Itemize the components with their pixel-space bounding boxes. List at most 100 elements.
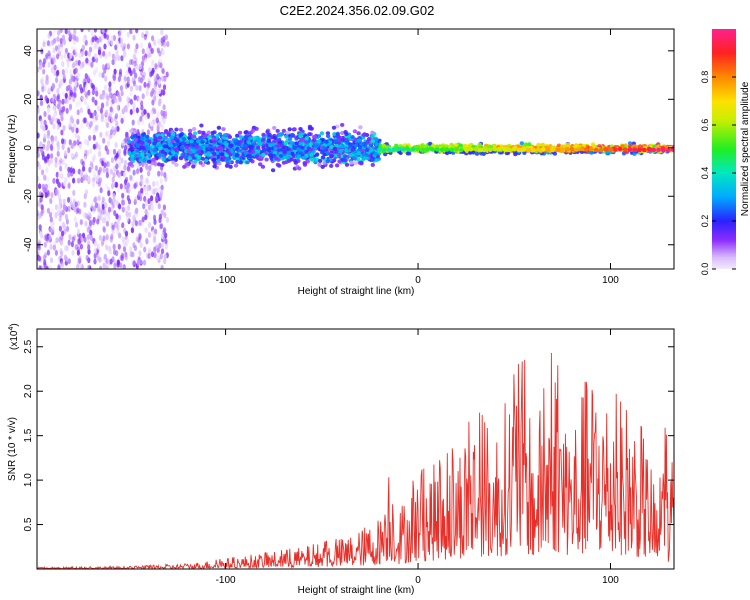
heatmap-cell xyxy=(147,48,151,55)
heatmap-cell xyxy=(38,224,42,231)
heatmap-cell xyxy=(77,240,81,247)
heatmap-cell xyxy=(126,187,130,193)
heatmap-cell xyxy=(370,130,375,135)
heatmap-cell xyxy=(45,53,49,59)
heatmap-cell xyxy=(121,222,125,229)
heatmap-cell xyxy=(153,39,157,46)
heatmap-cell xyxy=(147,204,152,211)
heatmap-cell xyxy=(64,164,68,171)
heatmap-cell xyxy=(128,211,132,218)
heatmap-cell xyxy=(54,135,58,142)
heatmap-cell xyxy=(332,146,338,151)
heatmap-cell xyxy=(144,208,148,215)
heatmap-cell xyxy=(89,229,93,236)
heatmap-cell xyxy=(115,200,119,206)
heatmap-cell xyxy=(139,136,145,141)
heatmap-cell xyxy=(391,147,397,152)
heatmap-cell xyxy=(45,167,49,173)
heatmap-cell xyxy=(53,70,57,77)
heatmap-cell xyxy=(57,29,61,36)
heatmap-cell xyxy=(61,61,65,67)
heatmap-cell xyxy=(69,34,73,41)
heatmap-cell xyxy=(80,29,84,33)
heatmap-cell xyxy=(166,41,170,48)
heatmap-cell xyxy=(140,152,145,157)
heatmap-cell xyxy=(140,104,144,111)
heatmap-cell xyxy=(72,62,76,69)
heatmap-cell xyxy=(247,154,252,159)
heatmap-cell xyxy=(139,77,143,84)
heatmap-cell xyxy=(151,157,156,162)
heatmap-cell xyxy=(143,34,147,40)
heatmap-cell xyxy=(146,139,152,144)
heatmap-cell xyxy=(282,149,287,154)
heatmap-cell xyxy=(133,199,137,205)
heatmap-cell xyxy=(298,141,303,146)
heatmap-cell xyxy=(77,177,81,184)
heatmap-cell xyxy=(114,142,118,148)
heatmap-cell xyxy=(116,218,120,225)
heatmap-cell xyxy=(132,80,136,87)
heatmap-cell xyxy=(37,244,41,251)
heatmap-cell xyxy=(67,258,71,265)
heatmap-cell xyxy=(245,160,250,165)
heatmap-cell xyxy=(96,243,100,250)
heatmap-cell xyxy=(343,158,348,163)
heatmap-cell xyxy=(153,84,157,91)
heatmap-cell xyxy=(106,148,110,155)
heatmap-cell xyxy=(157,59,161,66)
heatmap-cell xyxy=(141,32,145,39)
heatmap-cell xyxy=(212,164,217,169)
heatmap-cell xyxy=(147,170,151,177)
heatmap-cell xyxy=(147,231,152,238)
heatmap-cell xyxy=(73,153,77,160)
heatmap-cell xyxy=(656,147,661,152)
heatmap-cell xyxy=(110,35,114,41)
heatmap-cell xyxy=(57,118,61,125)
heatmap-cell xyxy=(218,139,223,144)
heatmap-cell xyxy=(93,110,97,116)
y-tick-label: 1.5 xyxy=(23,428,34,442)
heatmap-cell xyxy=(113,249,117,256)
heatmap-cell xyxy=(143,109,147,116)
heatmap-cell xyxy=(119,37,123,44)
heatmap-cell xyxy=(287,137,293,142)
heatmap-cell xyxy=(294,141,299,146)
heatmap-cell xyxy=(81,86,86,93)
heatmap-cell xyxy=(124,254,128,261)
heatmap-cell xyxy=(511,147,517,152)
heatmap-cell xyxy=(110,233,114,240)
heatmap-cell xyxy=(94,40,98,47)
heatmap-cell xyxy=(94,36,98,42)
heatmap-cell xyxy=(87,264,91,269)
heatmap-cell xyxy=(296,147,301,152)
heatmap-cell xyxy=(123,150,127,157)
heatmap-cell xyxy=(256,138,262,143)
heatmap-cell xyxy=(353,143,359,148)
heatmap-cell xyxy=(142,259,147,266)
heatmap-cell xyxy=(150,188,154,195)
y-tick-label: 20 xyxy=(23,93,34,105)
heatmap-cell xyxy=(109,129,113,136)
heatmap-cell xyxy=(102,166,106,173)
heatmap-cell xyxy=(107,215,111,222)
heatmap-cell xyxy=(164,232,168,239)
heatmap-cell xyxy=(48,265,52,269)
heatmap-cell xyxy=(222,133,228,138)
heatmap-cell xyxy=(141,110,145,117)
heatmap-cell xyxy=(287,127,292,132)
heatmap-cell xyxy=(106,95,110,102)
heatmap-cell xyxy=(114,126,118,133)
heatmap-cell xyxy=(163,258,167,265)
heatmap-cell xyxy=(158,121,162,128)
heatmap-cell xyxy=(74,47,78,54)
heatmap-cell xyxy=(58,215,62,222)
heatmap-cell xyxy=(110,183,115,189)
heatmap-cell xyxy=(331,158,337,163)
heatmap-cell xyxy=(112,165,116,172)
heatmap-cell xyxy=(150,251,155,258)
heatmap-cell xyxy=(99,214,103,221)
heatmap-cell xyxy=(145,86,149,93)
heatmap-cell xyxy=(106,257,110,264)
heatmap-cell xyxy=(163,172,167,178)
